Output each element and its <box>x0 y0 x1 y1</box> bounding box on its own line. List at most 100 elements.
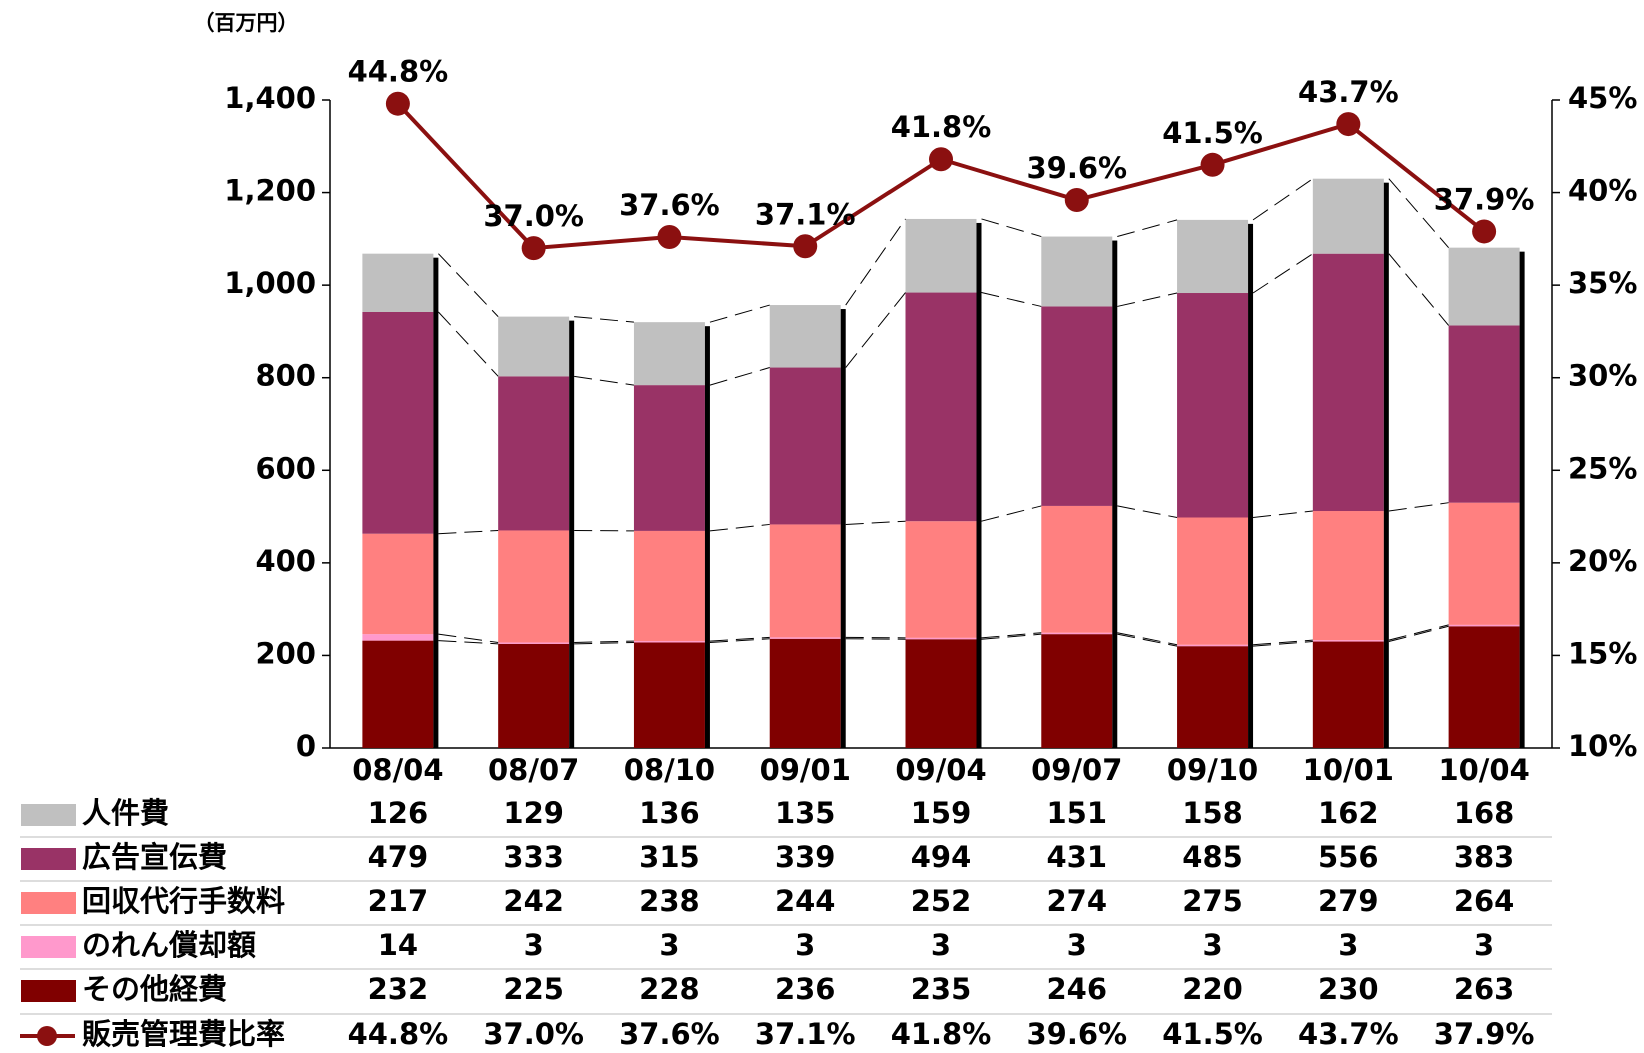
y2-tick-label: 25% <box>1568 451 1637 485</box>
connector <box>709 638 770 643</box>
table-value: 159 <box>911 796 972 830</box>
connector <box>438 529 499 535</box>
table-value: 235 <box>911 972 972 1006</box>
table-value: 238 <box>639 884 700 918</box>
data-label: 37.6% <box>619 188 720 222</box>
connector <box>981 218 1042 238</box>
data-label: 39.6% <box>1026 151 1127 185</box>
connector <box>845 520 906 525</box>
x-tick-label: 09/04 <box>895 753 986 787</box>
connector <box>709 636 770 642</box>
y-tick-label: 0 <box>296 729 316 763</box>
connector <box>1117 632 1178 646</box>
connector <box>1252 253 1314 294</box>
bar-segment <box>905 292 977 522</box>
connector <box>981 632 1042 639</box>
bar-segment <box>633 642 705 748</box>
bar-segment <box>1312 178 1384 254</box>
table-value: 217 <box>368 884 429 918</box>
data-label: 41.5% <box>1162 116 1263 150</box>
table-value: 136 <box>639 796 700 830</box>
ratio-marker <box>385 91 410 116</box>
bar-segment <box>498 530 570 643</box>
table-value: 3 <box>795 928 815 962</box>
table-value: 228 <box>639 972 700 1006</box>
bar-segment <box>498 642 570 644</box>
legend-swatch <box>21 848 76 870</box>
bar-segment <box>633 530 705 642</box>
legend-label: 広告宣伝費 <box>82 840 227 874</box>
table-value: 479 <box>368 840 429 874</box>
data-label: 43.7% <box>1298 75 1399 109</box>
bar-segment <box>633 385 705 531</box>
y-tick-label: 800 <box>255 359 316 393</box>
y2-tick-label: 15% <box>1568 636 1637 670</box>
table-value: 158 <box>1182 796 1243 830</box>
bar-shadow <box>433 257 439 748</box>
legend-label: その他経費 <box>82 972 227 1006</box>
table-value: 37.0% <box>483 1017 584 1051</box>
y-tick-label: 400 <box>255 544 316 578</box>
connector <box>1117 505 1178 518</box>
table-value: 14 <box>378 928 418 962</box>
connector <box>709 367 770 386</box>
table-value: 3 <box>1067 928 1087 962</box>
bar-segment <box>498 643 570 748</box>
bar-shadow <box>1383 182 1389 748</box>
bar-segment <box>498 316 570 377</box>
legend-swatch <box>21 804 76 826</box>
connector <box>1388 625 1449 643</box>
table-value: 3 <box>1474 928 1494 962</box>
ratio-marker <box>793 234 818 259</box>
legend-label: 回収代行手数料 <box>82 884 285 918</box>
bar-segment <box>1448 626 1520 748</box>
bar-segment <box>769 638 841 748</box>
connector <box>1388 178 1449 248</box>
x-tick-label: 10/01 <box>1303 753 1394 787</box>
x-tick-label: 09/01 <box>760 753 851 787</box>
table-value: 3 <box>1202 928 1222 962</box>
x-tick-label: 09/10 <box>1167 753 1258 787</box>
y2-tick-label: 20% <box>1568 544 1637 578</box>
bar-segment <box>1312 511 1384 641</box>
bar-segment <box>905 218 977 293</box>
table-value: 274 <box>1047 884 1108 918</box>
connector <box>1117 292 1178 307</box>
legend-label: 人件費 <box>82 796 169 830</box>
bar-shadow <box>1112 240 1118 749</box>
table-value: 246 <box>1047 972 1108 1006</box>
connector <box>1253 639 1313 646</box>
bar-segment <box>362 634 434 641</box>
table-value: 383 <box>1454 840 1515 874</box>
bar-segment <box>905 639 977 748</box>
table-value: 37.6% <box>619 1017 720 1051</box>
table-value: 263 <box>1454 972 1515 1006</box>
connector <box>574 375 635 386</box>
bar-segment <box>1041 632 1113 635</box>
connector <box>845 292 906 368</box>
table-value: 43.7% <box>1298 1017 1399 1051</box>
connector <box>438 253 499 317</box>
bar-segment <box>362 311 434 534</box>
bar-segment <box>1448 247 1520 326</box>
bar-segment <box>1177 644 1249 647</box>
table-value: 3 <box>931 928 951 962</box>
bar-segment <box>1448 325 1520 503</box>
bar-segment <box>362 640 434 748</box>
table-value: 37.9% <box>1434 1017 1535 1051</box>
x-tick-label: 08/07 <box>488 753 579 787</box>
y-tick-label: 1,400 <box>224 81 316 115</box>
legend-label: 販売管理費比率 <box>82 1017 285 1051</box>
x-tick-label: 09/07 <box>1031 753 1122 787</box>
table-value: 3 <box>1338 928 1358 962</box>
bar-shadow <box>569 320 575 748</box>
y2-tick-label: 10% <box>1568 729 1637 763</box>
y-tick-label: 200 <box>255 636 316 670</box>
x-tick-label: 10/04 <box>1438 753 1529 787</box>
ratio-marker <box>1336 112 1361 137</box>
connector <box>1117 219 1178 238</box>
connector <box>1253 641 1313 647</box>
connector <box>438 311 499 377</box>
